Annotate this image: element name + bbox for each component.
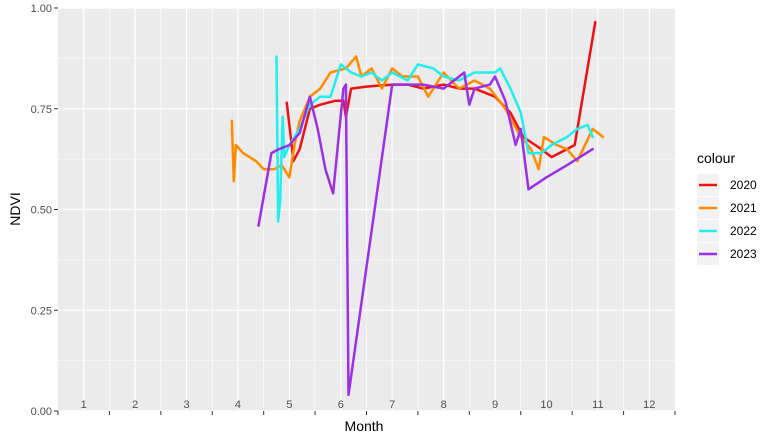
y-tick-label: 1.00 — [31, 3, 52, 15]
x-tick-label: 3 — [183, 399, 189, 411]
x-tick-label: 4 — [235, 399, 241, 411]
series-line-2021 — [230, 55, 605, 183]
x-tick-label: 2 — [132, 399, 138, 411]
x-tick-label: 10 — [540, 399, 552, 411]
x-tick-label: 6 — [338, 399, 344, 411]
y-tick-label: 0.75 — [31, 104, 52, 116]
x-tick-label: 5 — [286, 399, 292, 411]
legend-label-2022: 2022 — [730, 224, 757, 238]
legend-label-2021: 2021 — [730, 201, 757, 215]
legend-label-2020: 2020 — [730, 178, 757, 192]
x-tick-label: 8 — [441, 399, 447, 411]
y-tick-label: 0.00 — [31, 406, 52, 418]
x-axis-title: Month — [345, 418, 384, 434]
x-tick-label: 11 — [592, 399, 603, 411]
x-tick-label: 12 — [643, 399, 655, 411]
legend-label-2023: 2023 — [730, 247, 757, 261]
y-axis-title: NDVI — [7, 192, 23, 225]
legend-title: colour — [697, 150, 735, 166]
legend: colour 2020 2021 2022 2023 — [697, 150, 757, 265]
y-tick-label: 0.25 — [31, 305, 52, 317]
series-line-2023 — [257, 71, 594, 397]
x-tick-label: 9 — [492, 399, 498, 411]
y-tick-label: 0.50 — [31, 205, 52, 217]
x-tick-label: 1 — [81, 399, 87, 411]
x-tick-label: 7 — [389, 399, 395, 411]
